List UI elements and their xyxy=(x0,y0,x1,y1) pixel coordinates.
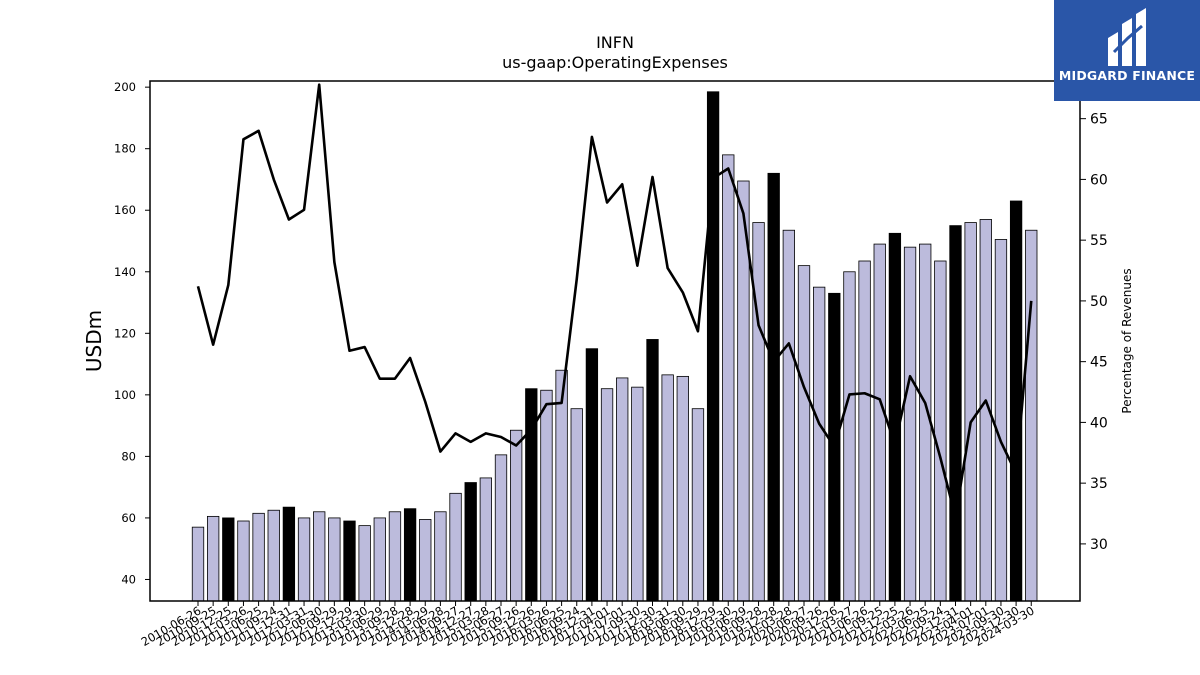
bar-2016-09-24 xyxy=(570,408,583,602)
bar-2013-06-29 xyxy=(373,517,386,602)
bar-2013-03-30 xyxy=(358,525,371,602)
bar-2019-12-28 xyxy=(767,172,780,602)
brand-name: MIDGARD FINANCE xyxy=(1058,68,1196,83)
bar-2014-09-27 xyxy=(449,492,462,602)
y-tick-label-160: 160 xyxy=(114,203,136,217)
bar-2016-03-26 xyxy=(540,389,553,602)
brand-mark-icon xyxy=(1108,8,1146,66)
bar-2020-09-26 xyxy=(813,286,826,602)
bar-2012-06-30 xyxy=(313,511,326,602)
bar-2023-04-01 xyxy=(964,222,977,602)
y2-axis-title: Percentage of Revenues xyxy=(1120,268,1134,413)
y-tick-label-120: 120 xyxy=(114,326,136,340)
bar-2010-12-25 xyxy=(222,517,235,602)
bars-series xyxy=(191,91,1038,602)
bar-2016-06-25 xyxy=(555,369,568,602)
bar-2022-03-26 xyxy=(903,246,917,602)
bar-2014-06-28 xyxy=(434,511,447,602)
right-axis: 30 35 40 45 50 55 60 65 xyxy=(1080,112,1108,553)
bar-2023-09-30 xyxy=(994,239,1008,602)
left-axis: 40 60 80 100 120 140 160 180 200 xyxy=(114,80,150,586)
bar-2017-04-01 xyxy=(600,388,614,602)
y2-tick-label-30: 30 xyxy=(1090,537,1108,553)
y2-tick-label-35: 35 xyxy=(1090,476,1108,492)
y2-tick-label-65: 65 xyxy=(1090,112,1108,128)
bar-2017-12-30 xyxy=(646,339,659,602)
bar-2011-06-25 xyxy=(252,512,265,602)
bar-2020-06-27 xyxy=(797,265,811,602)
bar-2012-09-29 xyxy=(328,517,341,602)
bar-2015-06-27 xyxy=(494,454,508,602)
bar-2011-09-24 xyxy=(267,509,280,602)
line-series xyxy=(196,83,1033,519)
plot-frame xyxy=(149,80,1081,602)
bar-2018-09-29 xyxy=(691,408,705,602)
y-tick-label-200: 200 xyxy=(114,80,136,94)
bar-2018-12-29 xyxy=(706,91,720,602)
bar-2011-03-26 xyxy=(237,520,250,602)
y-tick-label-140: 140 xyxy=(114,265,136,279)
percentage-line xyxy=(196,83,1033,519)
bar-2023-12-30 xyxy=(1009,200,1023,602)
y-axis-title: USDm xyxy=(82,310,106,372)
bar-2024-03-30 xyxy=(1025,229,1038,602)
bar-2017-09-30 xyxy=(631,386,644,602)
bar-2022-06-25 xyxy=(919,243,932,602)
y-tick-label-100: 100 xyxy=(114,388,136,402)
y-tick-label-80: 80 xyxy=(121,449,136,463)
bar-2012-03-31 xyxy=(297,517,311,602)
bar-2015-03-28 xyxy=(479,477,493,602)
bar-2011-12-31 xyxy=(282,506,296,602)
bar-2022-12-31 xyxy=(949,225,962,602)
y2-tick-label-55: 55 xyxy=(1090,233,1108,249)
bar-2017-07-01 xyxy=(616,377,629,602)
x-axis: 2010-06-262010-09-252010-12-252011-03-26… xyxy=(139,601,1037,649)
bar-2014-12-27 xyxy=(464,482,477,602)
bar-2013-09-28 xyxy=(388,511,402,602)
chart-title: INFN xyxy=(596,33,634,52)
bar-2010-09-25 xyxy=(206,515,220,602)
y2-tick-label-60: 60 xyxy=(1090,172,1108,188)
bar-2010-06-26 xyxy=(191,526,205,602)
y-tick-label-180: 180 xyxy=(114,142,136,156)
bar-2021-12-25 xyxy=(888,232,902,602)
y2-tick-label-45: 45 xyxy=(1090,355,1108,371)
bar-2019-03-30 xyxy=(722,154,735,602)
bar-2020-03-28 xyxy=(782,229,795,602)
y-tick-label-60: 60 xyxy=(121,511,136,525)
bar-2018-03-31 xyxy=(661,374,674,602)
bar-2018-06-30 xyxy=(676,375,689,602)
brand-logo: MIDGARD FINANCE xyxy=(1054,0,1200,101)
y2-tick-label-50: 50 xyxy=(1090,294,1108,310)
y2-tick-label-40: 40 xyxy=(1090,415,1108,431)
bar-2015-09-26 xyxy=(509,429,523,602)
bar-2016-12-31 xyxy=(585,348,599,602)
bar-2013-12-28 xyxy=(403,508,417,602)
bar-2021-09-25 xyxy=(873,243,886,602)
bar-2021-03-27 xyxy=(843,271,856,602)
bar-2021-06-26 xyxy=(858,260,871,602)
bar-2019-09-28 xyxy=(752,222,765,602)
y-tick-label-40: 40 xyxy=(121,572,136,586)
chart-subtitle: us-gaap:OperatingExpenses xyxy=(502,53,728,72)
bar-2012-12-29 xyxy=(343,520,356,602)
bar-2022-09-24 xyxy=(934,260,947,602)
bar-2014-03-29 xyxy=(419,519,432,602)
